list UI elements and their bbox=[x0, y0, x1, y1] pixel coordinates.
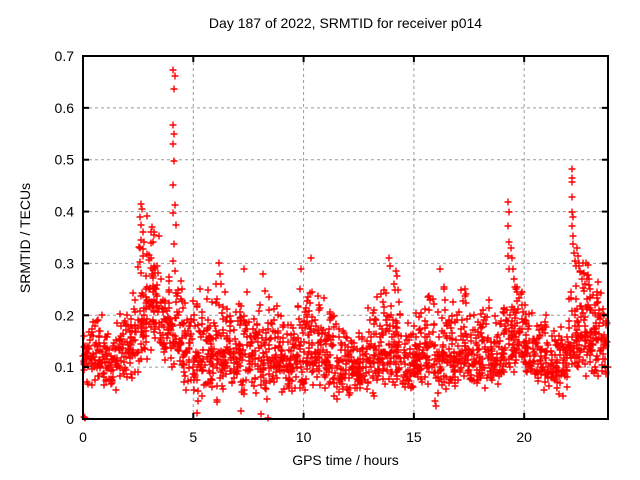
data-points bbox=[79, 66, 612, 422]
y-tick-label: 0.5 bbox=[55, 152, 75, 168]
x-tick-label: 20 bbox=[516, 429, 532, 445]
y-tick-label: 0.3 bbox=[55, 255, 75, 271]
scatter-marker-group bbox=[80, 66, 612, 422]
y-tick-label: 0.4 bbox=[55, 204, 75, 220]
y-tick-label: 0.1 bbox=[55, 359, 75, 375]
y-tick-label: 0.2 bbox=[55, 307, 75, 323]
scatter-marker-group bbox=[366, 272, 472, 400]
chart-title: Day 187 of 2022, SRMTID for receiver p01… bbox=[208, 15, 483, 31]
scatter-marker-group bbox=[167, 277, 285, 406]
tick-labels: 0 5 10 15 20 0 0.1 0.2 0.3 0.4 0.5 0.6 0.7 bbox=[55, 48, 533, 445]
x-axis-label: GPS time / hours bbox=[292, 452, 399, 468]
scatter-marker-group bbox=[455, 283, 571, 392]
y-tick-label: 0.6 bbox=[55, 100, 75, 116]
x-tick-label: 15 bbox=[406, 429, 422, 445]
plot-border bbox=[82, 55, 609, 420]
x-tick-label: 10 bbox=[296, 429, 312, 445]
y-tick-label: 0.7 bbox=[55, 48, 75, 64]
axis-ticks bbox=[82, 55, 608, 420]
x-tick-label: 0 bbox=[79, 429, 87, 445]
scatter-marker-group bbox=[267, 285, 374, 403]
x-tick-label: 5 bbox=[189, 429, 197, 445]
y-tick-label: 0 bbox=[66, 411, 74, 427]
